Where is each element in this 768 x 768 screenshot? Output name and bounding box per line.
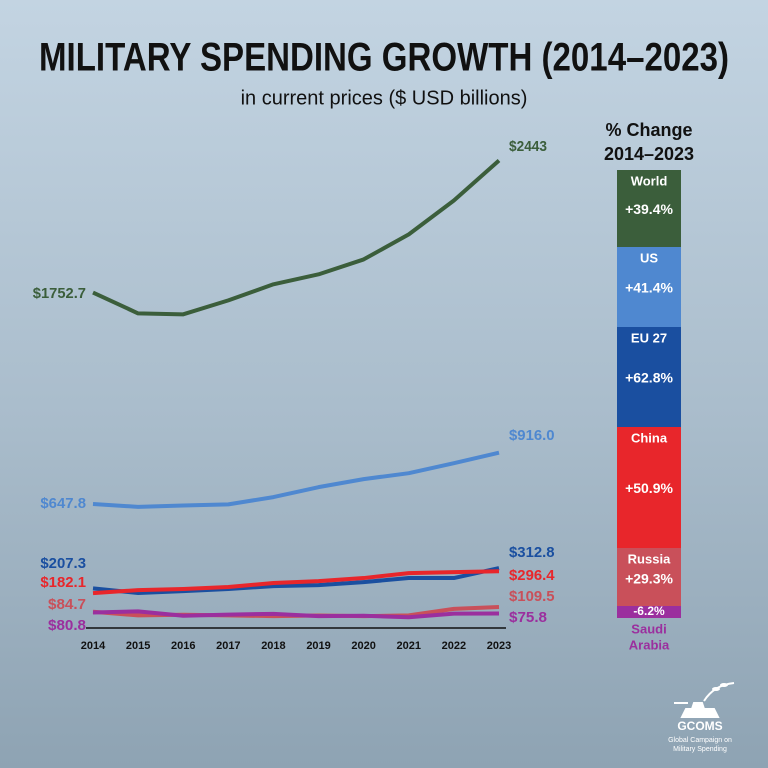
panel-segment: [617, 606, 681, 618]
value-label: $75.8: [509, 609, 547, 626]
panel-name: World: [631, 173, 668, 188]
value-label: $296.4: [509, 567, 555, 584]
panel-segment: [617, 427, 681, 548]
panel-name: Arabia: [629, 637, 670, 652]
panel-change: +50.9%: [625, 480, 673, 496]
logo-tagline: Military Spending: [673, 746, 727, 753]
panel-change: +29.3%: [625, 571, 673, 587]
x-tick-label: 2022: [442, 640, 466, 652]
panel-change: +39.4%: [625, 201, 673, 217]
logo-name: GCOMS: [677, 719, 722, 733]
x-tick-label: 2020: [351, 640, 375, 652]
panel-segment: [617, 548, 681, 606]
x-tick-label: 2016: [171, 640, 195, 652]
x-tick-label: 2018: [261, 640, 285, 652]
panel-segment: [617, 170, 681, 247]
chart-title: MILITARY SPENDING GROWTH (2014–2023): [39, 36, 729, 80]
x-tick-label: 2019: [306, 640, 330, 652]
panel-change: -6.2%: [633, 604, 665, 618]
panel-name: China: [631, 430, 668, 445]
x-tick-label: 2017: [216, 640, 240, 652]
value-label: $182.1: [40, 574, 86, 591]
value-label: $1752.7: [33, 285, 86, 302]
panel-name: EU 27: [631, 330, 667, 345]
series-line: [92, 569, 500, 596]
panel-name: Russia: [628, 551, 671, 566]
panel-title: % Change: [605, 120, 692, 140]
x-tick-label: 2023: [487, 640, 511, 652]
x-tick-label: 2015: [126, 640, 150, 652]
value-label: $109.5: [509, 588, 555, 605]
panel-segment: [617, 327, 681, 427]
x-tick-label: 2021: [397, 640, 421, 652]
series-line: [92, 566, 500, 595]
value-label: $2443: [509, 138, 547, 155]
panel-change: +62.8%: [625, 370, 673, 386]
value-label: $916.0: [509, 427, 555, 444]
series-line: [92, 609, 500, 620]
series-line: [92, 158, 501, 317]
series-line: [92, 450, 500, 509]
panel-name: Saudi: [631, 621, 666, 636]
panel-segment: [617, 247, 681, 327]
value-label: $80.8: [48, 617, 86, 634]
logo-tagline: Global Campaign on: [668, 737, 732, 744]
value-label: $647.8: [40, 495, 86, 512]
panel-title: 2014–2023: [604, 144, 694, 164]
panel-change: +41.4%: [625, 280, 673, 296]
chart-subtitle: in current prices ($ USD billions): [241, 87, 528, 109]
value-label: $312.8: [509, 544, 555, 561]
panel-name: US: [640, 250, 658, 265]
logo-icon: [674, 682, 735, 718]
value-label: $207.3: [40, 555, 86, 572]
x-tick-label: 2014: [81, 640, 106, 652]
value-label: $84.7: [48, 596, 86, 613]
